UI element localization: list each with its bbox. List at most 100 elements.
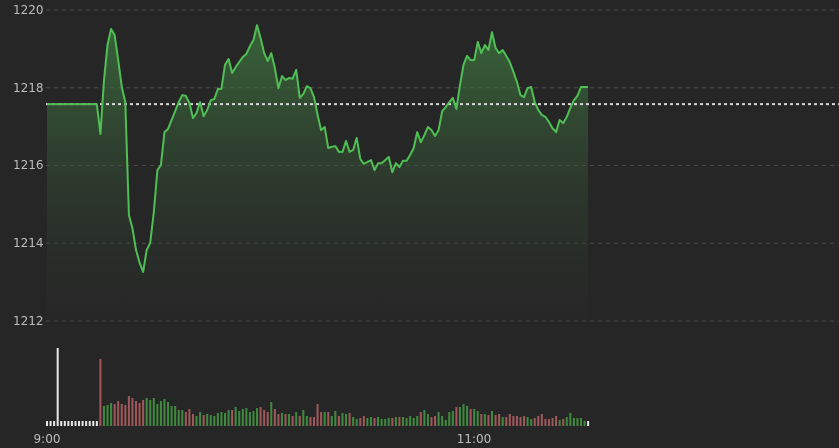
volume-bar <box>369 417 372 426</box>
volume-bar <box>523 416 526 426</box>
volume-bar <box>127 396 130 426</box>
volume-bar <box>409 416 412 426</box>
volume-bar <box>159 401 162 426</box>
volume-bar <box>266 412 269 426</box>
volume-bar <box>587 421 590 426</box>
volume-bar <box>224 413 226 426</box>
volume-bar <box>373 418 376 426</box>
volume-bar <box>191 414 194 426</box>
volume-bar <box>273 409 276 426</box>
volume-bar <box>398 417 401 426</box>
volume-bar <box>444 420 447 426</box>
volume-bar <box>270 402 273 426</box>
volume-bar <box>466 406 469 426</box>
volume-bar <box>555 416 558 426</box>
x-axis: 9:00 11:00 <box>34 432 492 446</box>
volume-bar <box>576 418 579 426</box>
volume-bar <box>184 412 187 426</box>
volume-bar <box>227 410 230 426</box>
volume-bar <box>501 417 504 426</box>
volume-bar <box>63 421 66 426</box>
volume-bar <box>163 399 166 426</box>
volume-bar <box>441 416 444 426</box>
volume-bar <box>530 419 533 426</box>
volume-bar <box>387 418 390 426</box>
volume-bar <box>177 410 180 426</box>
volume-bar <box>152 398 155 426</box>
volume-bar <box>384 419 387 426</box>
volume-bar <box>110 403 113 426</box>
volume-bar <box>302 410 305 426</box>
volume-bar <box>117 401 120 426</box>
volume-bar <box>327 412 330 426</box>
volume-bar <box>245 408 248 426</box>
y-axis: 1220 1218 1216 1214 1212 <box>13 3 44 328</box>
volume-bar <box>355 419 358 426</box>
volume-bar <box>434 416 437 426</box>
volume-bar <box>234 407 237 426</box>
volume-bar <box>558 420 561 426</box>
volume-bar <box>391 418 394 426</box>
volume-bar <box>231 410 234 426</box>
volume-bar <box>288 414 291 426</box>
volume-bar <box>106 405 109 426</box>
volume-bar <box>537 416 540 426</box>
x-tick-label: 11:00 <box>457 432 492 446</box>
volume-bar <box>345 414 348 426</box>
volume-bar <box>46 421 48 426</box>
volume-bar <box>213 416 216 426</box>
volume-bar <box>313 417 315 426</box>
volume-bar <box>170 406 173 426</box>
price-line <box>47 24 589 273</box>
volume-bar <box>252 411 255 426</box>
volume-bar <box>341 413 344 426</box>
volume-bar <box>551 418 554 426</box>
volume-bar <box>131 398 134 426</box>
volume-bar <box>305 416 308 426</box>
volume-bar <box>120 404 123 426</box>
y-tick-label: 1218 <box>13 81 44 95</box>
volume-bar <box>437 412 440 426</box>
volume-bar <box>469 409 472 426</box>
volume-bar <box>426 414 429 426</box>
y-tick-label: 1212 <box>13 314 44 328</box>
volume-bar <box>78 421 81 426</box>
volume-bar <box>280 413 283 426</box>
volume-bar <box>138 403 141 426</box>
volume-bar <box>547 419 550 426</box>
volume-bar <box>156 404 159 426</box>
volume-bar <box>366 418 369 426</box>
volume-bar <box>448 412 451 426</box>
volume-bar <box>323 412 326 426</box>
volume-bar <box>88 421 91 426</box>
volume-bar <box>362 416 365 426</box>
volume-bar <box>202 415 205 426</box>
volume-bar <box>142 400 145 426</box>
volume-bars <box>46 348 590 426</box>
volume-bar <box>359 418 362 426</box>
volume-bar <box>256 408 259 426</box>
volume-bar <box>491 411 493 426</box>
volume-bar <box>498 414 501 426</box>
volume-bar <box>419 412 422 426</box>
volume-bar <box>70 421 73 426</box>
volume-bar <box>241 409 244 426</box>
volume-bar <box>298 416 301 426</box>
volume-bar <box>291 416 294 426</box>
volume-bar <box>402 417 404 426</box>
volume-bar <box>145 398 148 426</box>
volume-bar <box>512 416 515 426</box>
volume-bar <box>515 416 518 426</box>
volume-bar <box>487 415 490 426</box>
volume-bar <box>572 418 575 426</box>
volume-bar <box>462 404 465 426</box>
volume-bar <box>102 406 105 426</box>
volume-bar <box>377 417 380 426</box>
volume-bar <box>544 419 547 426</box>
volume-bar <box>56 348 59 426</box>
volume-bar <box>476 411 479 426</box>
volume-bar <box>309 417 312 426</box>
volume-bar <box>458 407 461 426</box>
volume-bar <box>494 415 497 426</box>
